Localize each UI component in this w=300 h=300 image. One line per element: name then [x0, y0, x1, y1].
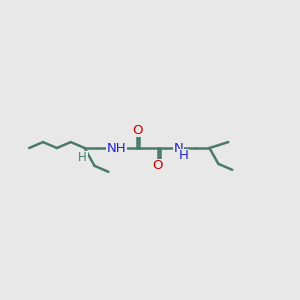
Text: O: O [132, 124, 142, 137]
Text: H: H [78, 152, 87, 164]
Text: NH: NH [106, 142, 126, 154]
Text: H: H [179, 149, 189, 162]
Text: N: N [174, 142, 184, 154]
Text: O: O [153, 159, 163, 172]
